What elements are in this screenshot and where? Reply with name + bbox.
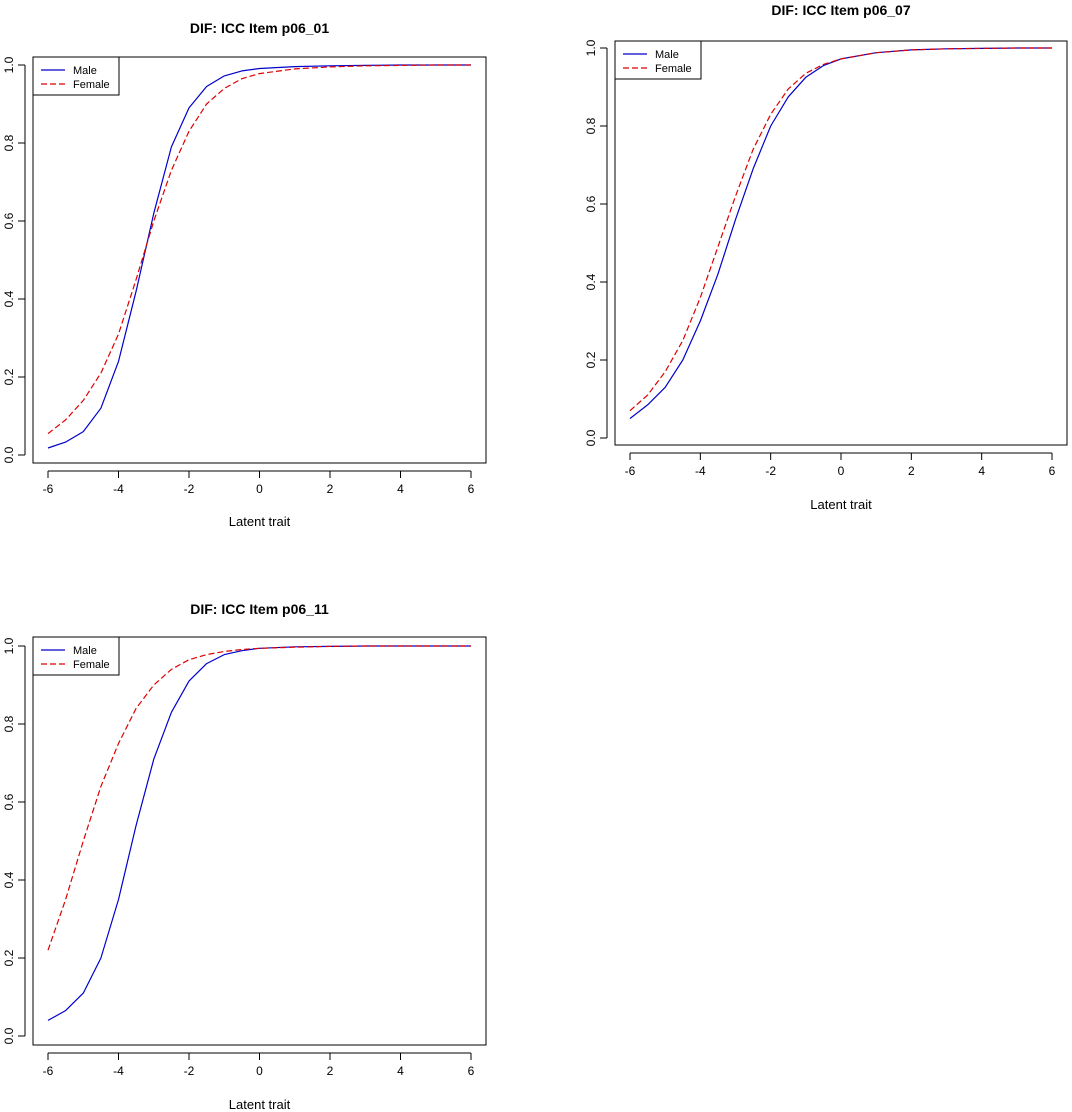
x-tick-label: -4	[695, 464, 706, 478]
legend-box	[614, 40, 702, 80]
x-tick-label: 0	[256, 1064, 263, 1078]
x-axis-label: Latent trait	[810, 497, 872, 512]
x-tick-label: -6	[43, 482, 54, 496]
series-line-female	[47, 64, 471, 435]
chart-panel-p06-11: DIF: ICC Item p06_11 -6 -4 -2 0 2 4 6 0.0 0.2 0.4 0…	[0, 580, 500, 1112]
y-tick-label: 0.2	[2, 368, 16, 385]
x-tick-label: 0	[256, 482, 263, 496]
x-tick-label: 6	[468, 1064, 475, 1078]
legend-box	[32, 56, 120, 96]
series-line-male	[47, 64, 471, 449]
legend-label: Female	[655, 63, 692, 75]
plot-frame	[614, 40, 1068, 446]
legend-label: Male	[73, 645, 97, 657]
x-tick-label: -2	[184, 1064, 195, 1078]
y-tick-label: 0.6	[2, 793, 16, 810]
y-tick-label: 0.0	[584, 429, 598, 446]
chart-svg: DIF: ICC Item p06_07 -6 -4 -2 0 2 4 6 0.0 0.2 0.4 0…	[584, 2, 1068, 512]
y-tick-label: 0.8	[584, 117, 598, 134]
y-tick-label: 1.0	[2, 56, 16, 73]
y-tick-label: 0.2	[2, 949, 16, 966]
chart-title: DIF: ICC Item p06_01	[190, 20, 329, 36]
y-tick-label: 1.0	[2, 637, 16, 654]
y-tick-label: 0.2	[584, 351, 598, 368]
y-tick-label: 0.4	[584, 273, 598, 290]
x-axis-label: Latent trait	[229, 1097, 291, 1112]
y-tick-label: 0.6	[2, 212, 16, 229]
y-tick-label: 0.8	[2, 715, 16, 732]
chart-svg: DIF: ICC Item p06_11 -6 -4 -2 0 2 4 6 0.0 0.2 0.4 0…	[2, 601, 487, 1112]
x-tick-label: 6	[1049, 464, 1056, 478]
y-tick-label: 0.4	[2, 290, 16, 307]
x-tick-label: 6	[468, 482, 475, 496]
chart-panel-p06-01: DIF: ICC Item p06_01 -6 -4 -2 0 2 4 6 0.0 0.2 0.4 0…	[0, 0, 500, 540]
y-tick-label: 1.0	[584, 39, 598, 56]
y-tick-label: 0.0	[2, 1027, 16, 1044]
y-tick-label: 0.6	[584, 195, 598, 212]
x-tick-label: 2	[327, 482, 334, 496]
x-tick-label: 2	[327, 1064, 334, 1078]
plot-frame	[32, 636, 487, 1046]
x-tick-label: 2	[908, 464, 915, 478]
series-line-male	[629, 47, 1052, 419]
x-tick-label: -6	[625, 464, 636, 478]
x-tick-label: 4	[397, 482, 404, 496]
x-tick-label: -2	[184, 482, 195, 496]
x-tick-label: -6	[43, 1064, 54, 1078]
x-tick-label: 4	[397, 1064, 404, 1078]
series-line-female	[629, 47, 1052, 412]
legend-label: Male	[655, 49, 679, 61]
series-line-female	[47, 645, 471, 951]
x-tick-label: -4	[113, 482, 124, 496]
legend-label: Male	[73, 65, 97, 77]
x-tick-label: -4	[113, 1064, 124, 1078]
y-tick-label: 0.0	[2, 446, 16, 463]
x-tick-label: 4	[978, 464, 985, 478]
y-tick-label: 0.8	[2, 134, 16, 151]
x-tick-label: -2	[765, 464, 776, 478]
legend-box	[32, 636, 120, 676]
series-line-male	[47, 645, 471, 1021]
y-tick-label: 0.4	[2, 871, 16, 888]
chart-title: DIF: ICC Item p06_07	[771, 2, 910, 18]
x-axis-label: Latent trait	[229, 514, 291, 529]
chart-title: DIF: ICC Item p06_11	[190, 601, 329, 617]
legend-label: Female	[73, 79, 110, 91]
chart-svg: DIF: ICC Item p06_01 -6 -4 -2 0 2 4 6 0.0 0.2 0.4 0…	[2, 20, 487, 529]
legend-label: Female	[73, 659, 110, 671]
x-tick-label: 0	[838, 464, 845, 478]
chart-panel-p06-07: DIF: ICC Item p06_07 -6 -4 -2 0 2 4 6 0.0 0.2 0.4 0…	[560, 0, 1072, 530]
plot-frame	[32, 56, 487, 464]
